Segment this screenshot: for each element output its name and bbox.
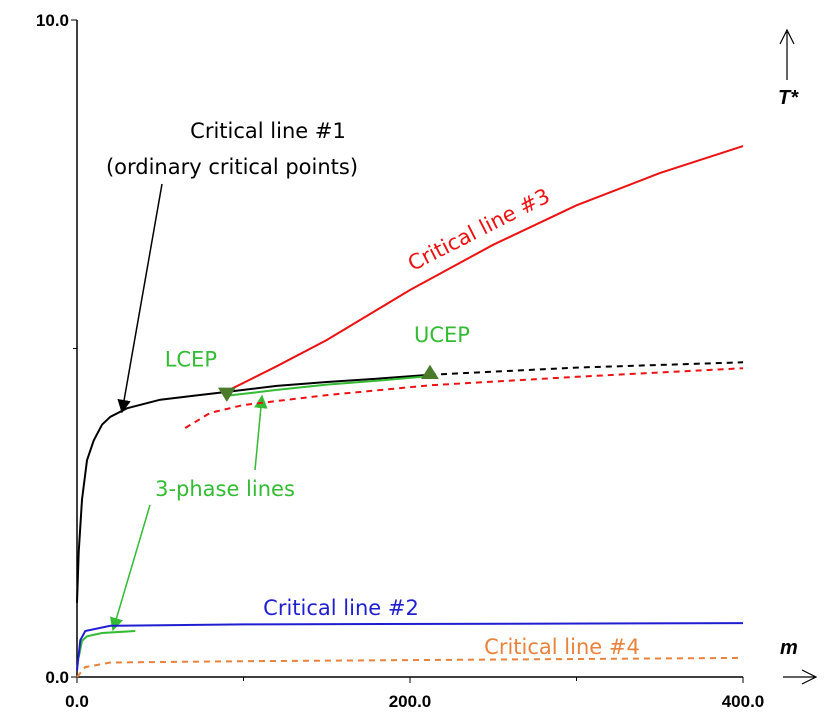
series-line	[429, 361, 744, 376]
annotation: Critical line #1	[190, 119, 346, 143]
series-line	[76, 656, 744, 678]
annotation-arrows	[109, 183, 268, 632]
y-tick-label: 10.0	[36, 11, 69, 30]
y-tick-label: 0.0	[45, 668, 69, 687]
series-line	[76, 373, 431, 603]
critical-endpoint	[217, 387, 236, 402]
y-axis-label: T*	[778, 87, 799, 109]
y-axis-arrow	[779, 28, 795, 80]
series-line	[184, 367, 744, 429]
x-tick-label: 0.0	[65, 692, 89, 711]
annotation-arrow	[109, 504, 151, 632]
series-line	[77, 630, 136, 658]
x-tick-label: 400.0	[722, 692, 765, 711]
annotation-arrow	[117, 183, 163, 414]
annotation: Critical line #4	[484, 635, 640, 659]
series-line	[226, 375, 431, 397]
x-tick-label: 200.0	[389, 692, 432, 711]
series-line	[226, 145, 744, 393]
annotation: (ordinary critical points)	[106, 155, 358, 179]
x-axis-arrow	[783, 669, 818, 685]
series-line	[76, 622, 744, 671]
point-label: LCEP	[165, 347, 217, 371]
annotation: Critical line #3	[404, 184, 554, 276]
annotation: 3-phase lines	[155, 477, 295, 501]
x-axis-label: m	[780, 637, 798, 659]
annotation: Critical line #2	[263, 596, 419, 620]
annotation-arrow	[254, 394, 268, 471]
critical-endpoint	[421, 364, 439, 380]
axis-arrows	[779, 28, 818, 685]
point-label: UCEP	[414, 323, 470, 347]
